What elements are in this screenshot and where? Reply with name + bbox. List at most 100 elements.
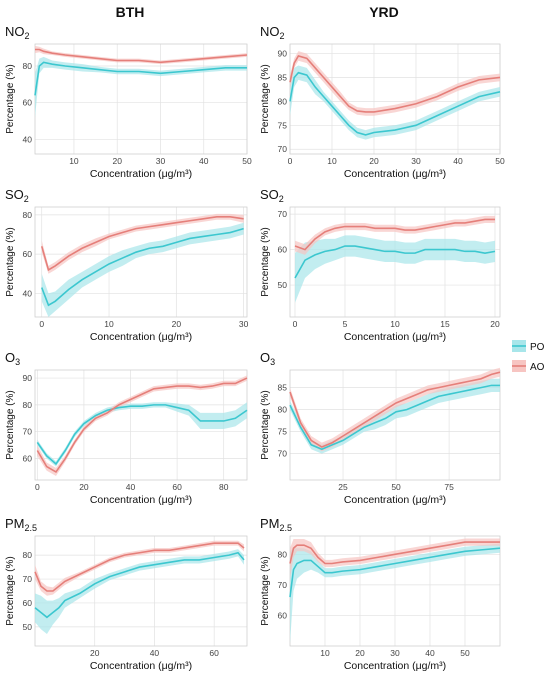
y-tick-label: 80 (23, 400, 33, 410)
column-header-yrd: YRD (369, 4, 399, 20)
confidence-band-po (290, 65, 500, 140)
x-tick-label: 50 (391, 482, 401, 492)
series-line-ao (289, 541, 500, 565)
x-tick-label: 25 (338, 482, 348, 492)
series-line-ao (36, 377, 248, 474)
x-tick-label: 20 (355, 648, 365, 658)
x-tick-label: 20 (79, 482, 89, 492)
panel-title: SO2 (5, 187, 29, 204)
panel-title: PM2.5 (260, 516, 292, 533)
x-tick-label: 75 (444, 482, 454, 492)
panel-yrd-pm25: PM2.5 10 20 30 40 50 60 70 80 Concentration (μg/m… (260, 516, 501, 672)
panel-title-subscript: 2 (279, 194, 284, 204)
panel-title: PM2.5 (5, 516, 37, 533)
x-tick-label: 30 (239, 319, 249, 329)
x-tick-label: 40 (453, 156, 463, 166)
series-line-ao (294, 218, 495, 251)
x-tick-label: 20 (172, 319, 182, 329)
legend-label-ao: AO (530, 362, 545, 373)
confidence-band-ao (37, 375, 248, 476)
panel-title: NO2 (260, 24, 285, 41)
confidence-band-ao (290, 538, 500, 579)
y-tick-label: 50 (278, 280, 288, 290)
confidence-band-ao (295, 215, 495, 255)
y-axis-label: Percentage (%) (260, 64, 271, 133)
x-tick-label: 0 (35, 482, 40, 492)
x-axis-label: Concentration (μg/m³) (90, 331, 192, 343)
y-tick-label: 40 (23, 288, 33, 298)
y-tick-label: 85 (278, 72, 288, 82)
panel-yrd-no2: NO2 0 10 20 30 40 50 70 75 80 85 90 Concentration (μ… (260, 24, 505, 180)
x-tick-label: 50 (495, 156, 505, 166)
panel-bth-so2: SO2 0 10 20 30 40 60 80 Concentration (μg/m³) Per… (5, 187, 249, 343)
x-axis-label: Concentration (μg/m³) (344, 660, 446, 672)
y-tick-label: 90 (23, 373, 33, 383)
y-axis-label: Percentage (%) (260, 227, 271, 296)
confidence-band-ao (35, 540, 245, 596)
confidence-band-ao (41, 213, 244, 274)
x-tick-label: 60 (172, 482, 182, 492)
x-tick-label: 30 (411, 156, 421, 166)
y-tick-label: 60 (23, 98, 33, 108)
series-line-po (34, 551, 245, 619)
x-tick-label: 0 (293, 319, 298, 329)
plot-frame (34, 535, 248, 647)
legend: PO AO (512, 340, 545, 373)
plot-frame (289, 206, 501, 318)
panel-title: O3 (5, 350, 20, 367)
y-tick-label: 75 (278, 120, 288, 130)
series-line-ao (289, 55, 501, 113)
y-tick-label: 60 (23, 454, 33, 464)
x-tick-label: 30 (156, 156, 166, 166)
x-tick-label: 20 (490, 319, 500, 329)
panel-title-subscript: 2 (24, 194, 29, 204)
x-tick-label: 10 (69, 156, 79, 166)
column-header-bth: BTH (116, 4, 145, 20)
series-line-ao (35, 48, 248, 64)
x-tick-label: 10 (327, 156, 337, 166)
y-axis-label: Percentage (%) (260, 556, 271, 625)
x-tick-label: 10 (104, 319, 114, 329)
y-tick-label: 70 (278, 449, 288, 459)
panel-title: NO2 (5, 24, 30, 41)
y-axis-label: Percentage (%) (5, 390, 16, 459)
y-tick-label: 50 (23, 622, 33, 632)
series-line-po (34, 61, 247, 96)
panel-yrd-so2: SO2 0 5 10 15 20 50 60 70 Concentration (μg/m³) Pe… (260, 187, 501, 343)
x-tick-label: 80 (219, 482, 229, 492)
y-tick-label: 80 (278, 96, 288, 106)
series-line-po (40, 227, 244, 307)
y-tick-label: 80 (23, 550, 33, 560)
x-axis-label: Concentration (μg/m³) (344, 494, 446, 506)
series-line-po (289, 384, 500, 451)
y-tick-label: 80 (278, 405, 288, 415)
y-tick-label: 70 (23, 574, 33, 584)
y-tick-label: 85 (278, 383, 288, 393)
x-axis-label: Concentration (μg/m³) (90, 494, 192, 506)
x-tick-label: 20 (369, 156, 379, 166)
y-axis-label: Percentage (%) (5, 64, 16, 133)
y-tick-label: 70 (23, 427, 33, 437)
confidence-band-po (41, 222, 244, 317)
panel-bth-o3: O3 0 20 40 60 80 60 70 80 90 Concentration (μg/m³)… (5, 350, 248, 506)
y-tick-label: 80 (23, 61, 33, 71)
y-axis-label: Percentage (%) (260, 390, 271, 459)
y-tick-label: 60 (23, 598, 33, 608)
series-line-po (289, 71, 501, 136)
x-axis-label: Concentration (μg/m³) (90, 168, 192, 180)
confidence-band-po (35, 56, 247, 118)
series-line-ao (289, 371, 501, 448)
confidence-band-po (295, 235, 495, 303)
x-tick-label: 10 (320, 648, 330, 658)
series-line-po (294, 245, 496, 279)
y-tick-label: 40 (23, 134, 33, 144)
x-tick-label: 15 (440, 319, 450, 329)
confidence-band-ao (290, 367, 500, 452)
series-line-ao (40, 216, 244, 272)
y-tick-label: 70 (278, 209, 288, 219)
y-tick-label: 60 (278, 610, 288, 620)
x-tick-label: 20 (90, 648, 100, 658)
series-line-po (289, 547, 501, 598)
x-tick-label: 40 (425, 648, 435, 658)
y-tick-label: 75 (278, 427, 288, 437)
